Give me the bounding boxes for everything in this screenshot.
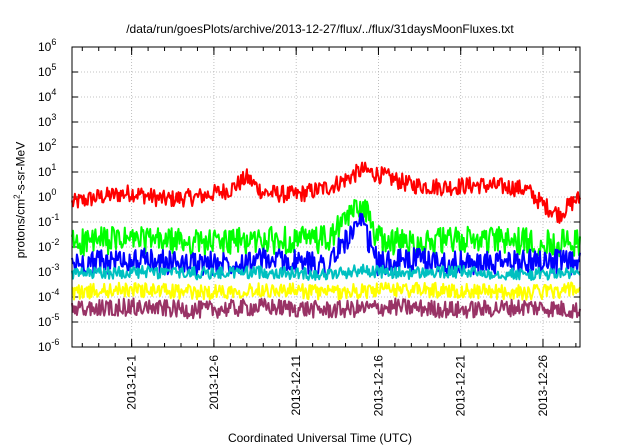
y-tick-exponent: -2 — [51, 237, 59, 247]
chart-title: /data/run/goesPlots/archive/2013-12-27/f… — [126, 22, 514, 36]
x-tick-label: 2013-12-16 — [371, 355, 385, 417]
y-tick-label: 106 — [38, 37, 56, 54]
y-axis-label-sup: 2 — [12, 194, 22, 199]
y-tick-label: 105 — [38, 62, 56, 79]
x-tick-label: 2013-12-1 — [125, 355, 139, 410]
y-tick-exponent: 5 — [51, 62, 56, 72]
y-tick-label: 104 — [38, 87, 56, 104]
x-tick-label: 2013-12-26 — [536, 355, 550, 417]
y-tick-label: 10-3 — [38, 262, 59, 279]
y-tick-label: 100 — [38, 187, 56, 204]
y-tick-exponent: -1 — [51, 212, 59, 222]
y-tick-label: 103 — [38, 112, 56, 129]
y-tick-exponent: -6 — [51, 337, 59, 347]
series-line-4 — [71, 263, 581, 281]
x-axis-label: Coordinated Universal Time (UTC) — [227, 431, 413, 445]
y-tick-exponent: 0 — [51, 187, 56, 197]
x-tick-label: 2013-12-21 — [454, 355, 468, 417]
y-tick-label: 101 — [38, 162, 56, 179]
y-tick-exponent: -3 — [51, 262, 59, 272]
y-tick-exponent: 4 — [51, 87, 56, 97]
y-tick-label: 10-2 — [38, 237, 59, 254]
y-tick-exponent: -4 — [51, 287, 59, 297]
x-tick-label: 2013-12-11 — [289, 355, 303, 416]
y-axis-label-rest: -s-sr-MeV — [13, 141, 28, 195]
y-tick-label: 10-5 — [38, 312, 59, 329]
series-line-6 — [71, 297, 581, 320]
y-axis-label-main: protons/cm — [13, 198, 28, 259]
y-tick-label: 102 — [38, 137, 56, 154]
y-tick-exponent: 2 — [51, 137, 56, 147]
series-line-2 — [71, 199, 581, 258]
plot-frame — [71, 46, 581, 348]
y-tick-exponent: 6 — [51, 37, 56, 47]
y-tick-exponent: -5 — [51, 312, 59, 322]
y-axis-label: protons/cm2-s-sr-MeV — [13, 142, 28, 258]
y-tick-exponent: 1 — [51, 162, 56, 172]
y-tick-exponent: 3 — [51, 112, 56, 122]
series-line-1 — [71, 161, 581, 224]
y-axis-label-container: protons/cm2-s-sr-MeV — [12, 110, 28, 290]
series-line-5 — [71, 281, 581, 301]
y-tick-label: 10-4 — [38, 287, 59, 304]
x-tick-label: 2013-12-6 — [207, 355, 221, 410]
y-tick-label: 10-1 — [38, 212, 59, 229]
y-tick-label: 10-6 — [38, 337, 59, 354]
